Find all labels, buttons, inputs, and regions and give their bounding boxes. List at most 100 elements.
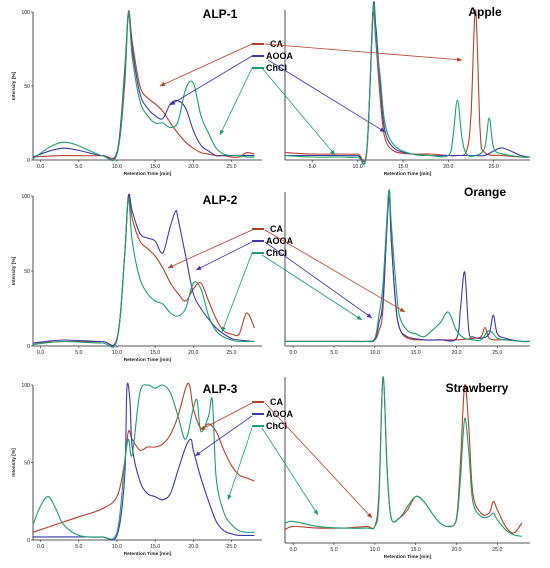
alp2-series-aooa — [32, 193, 255, 347]
legend-label-chcl: ChCl — [266, 248, 287, 258]
strawberry-x-tick-label: 25.0 — [492, 547, 502, 553]
alp1-x-tick-label: 5.0 — [75, 164, 82, 170]
apple-x-tick-label: 5.0 — [309, 164, 316, 170]
alp1-x-tick-label: 25.0 — [226, 164, 236, 170]
alp2-y-tick-label: 0 — [27, 344, 30, 350]
strawberry-x-tick-label: 15.0 — [411, 547, 421, 553]
strawberry-x-axis-title: Retention Time [min] — [384, 554, 432, 560]
apple-x-axis-title: Retention Time [min] — [384, 171, 432, 177]
strawberry-x-tick-label: 10.0 — [370, 547, 380, 553]
orange-x-tick-label: 5.0 — [330, 350, 337, 356]
annotation-arrow — [194, 415, 253, 457]
orange-x-tick-label: 20.0 — [451, 350, 461, 356]
annotation-arrowhead — [168, 263, 174, 268]
alp3-x-tick-label: 10.0 — [112, 544, 122, 550]
annotation-arrowhead — [366, 512, 372, 518]
annotation-arrowhead — [379, 127, 385, 132]
apple-x-tick-label: 10.0 — [353, 164, 363, 170]
annotation-arrow — [159, 43, 253, 87]
annotation-arrow — [199, 402, 253, 431]
annotation-arrow — [219, 67, 253, 136]
annotation-arrow — [169, 55, 253, 106]
strawberry-x-tick-label: 0.0 — [290, 547, 297, 553]
alp2-x-tick-label: 15.0 — [150, 350, 160, 356]
strawberry-series-ca — [284, 376, 523, 534]
annotation-arrow — [261, 254, 363, 321]
orange-panel: 0.0 5.0 10.0 15.0 20.0 25.0 Orange — [284, 185, 531, 356]
annotation-arrow — [264, 229, 406, 313]
annotation-arrow — [195, 241, 253, 271]
alp3-x-tick-label: 20.0 — [188, 544, 198, 550]
alp1-x-tick-label: 0.0 — [37, 164, 44, 170]
annotation-arrow — [267, 59, 386, 133]
annotation-arrow — [167, 229, 253, 269]
alp3-series-aooa — [33, 382, 255, 541]
orange-series-aooa — [285, 197, 531, 343]
alp3-title: ALP-3 — [203, 382, 238, 396]
orange-series-chcl — [285, 189, 531, 343]
orange-title: Orange — [464, 185, 506, 199]
annotation-arrow — [227, 427, 253, 501]
alp2-x-tick-label: 5.0 — [75, 350, 82, 356]
legend-label-chcl: ChCl — [266, 421, 287, 431]
strawberry-title: Strawberry — [446, 381, 509, 395]
alp2-x-axis-title: Retention Time [min] — [124, 357, 172, 363]
alp2-x-tick-label: 10.0 — [112, 350, 122, 356]
orange-x-tick-label: 25.0 — [492, 350, 502, 356]
legend-label-chcl: ChCl — [266, 63, 287, 73]
alp3-series-chcl — [32, 384, 255, 540]
legend-label-aooa: AOOA — [266, 51, 294, 61]
alp1-series-ca — [32, 10, 255, 160]
apple-panel: 5.0 10.0 15.0 20.0 25.0 Retention Time [min] A… — [284, 1, 531, 177]
strawberry-series-chcl — [284, 376, 522, 537]
apple-x-tick-label: 15.0 — [398, 164, 408, 170]
annotation-arrowhead — [330, 149, 335, 155]
annotation-arrowhead — [200, 425, 206, 430]
annotation-arrowhead — [366, 313, 372, 318]
annotation-arrow — [264, 43, 463, 61]
alp2-y-tick-label: 100 — [21, 194, 30, 200]
apple-series-ca — [284, 9, 531, 163]
alp1-panel: 0.0 5.0 10.0 15.0 20.0 25.0 0 50 100 Retention Ti… — [11, 7, 262, 177]
annotation-arrow — [264, 241, 373, 319]
annotation-arrowhead — [170, 100, 176, 105]
alp1-series-aooa — [32, 14, 255, 161]
alp3-x-tick-label: 15.0 — [150, 544, 160, 550]
apple-x-tick-label: 20.0 — [443, 164, 453, 170]
alp1-x-axis-title: Retention Time [min] — [124, 171, 172, 177]
alp1-series-chcl — [32, 11, 255, 162]
alp1-y-axis-title: Intensity [%] — [11, 71, 17, 100]
annotation-arrowhead — [221, 326, 226, 332]
alp3-x-tick-label: 5.0 — [75, 544, 82, 550]
legend-label-ca: CA — [270, 39, 283, 49]
strawberry-x-tick-label: 20.0 — [451, 547, 461, 553]
annotation-arrowhead — [220, 129, 225, 135]
alp3-y-tick-label: 100 — [21, 383, 30, 389]
annotation-arrowhead — [227, 494, 232, 500]
annotation-arrowhead — [456, 57, 462, 62]
apple-x-tick-label: 25.0 — [489, 164, 499, 170]
alp1-x-tick-label: 10.0 — [112, 164, 122, 170]
alp2-x-tick-label: 0.0 — [37, 350, 44, 356]
alp2-y-tick-label: 50 — [24, 269, 30, 275]
alp1-y-tick-label: 50 — [24, 84, 30, 90]
alp2-series-chcl — [32, 198, 255, 348]
alp2-x-tick-label: 25.0 — [226, 350, 236, 356]
orange-x-tick-label: 15.0 — [411, 350, 421, 356]
alp1-title: ALP-1 — [203, 7, 238, 21]
alp3-y-axis-title: Intensity [%] — [11, 448, 17, 477]
alp3-x-axis-title: Retention Time [min] — [124, 551, 172, 557]
orange-x-tick-label: 10.0 — [370, 350, 380, 356]
alp3-y-tick-label: 0 — [27, 538, 30, 544]
alp1-y-tick-label: 0 — [27, 158, 30, 164]
annotation-arrowhead — [313, 509, 318, 515]
annotation-arrowhead — [399, 307, 405, 312]
alp3-x-tick-label: 25.0 — [226, 544, 236, 550]
alp3-x-tick-label: 0.0 — [37, 544, 44, 550]
alp1-y-tick-label: 100 — [21, 10, 30, 16]
alp2-panel: 0.0 5.0 10.0 15.0 20.0 25.0 0 50 100 Retention Ti… — [11, 193, 262, 363]
alp3-series-ca — [32, 382, 255, 533]
annotation-arrowhead — [195, 451, 201, 456]
legend-label-aooa: AOOA — [266, 409, 294, 419]
